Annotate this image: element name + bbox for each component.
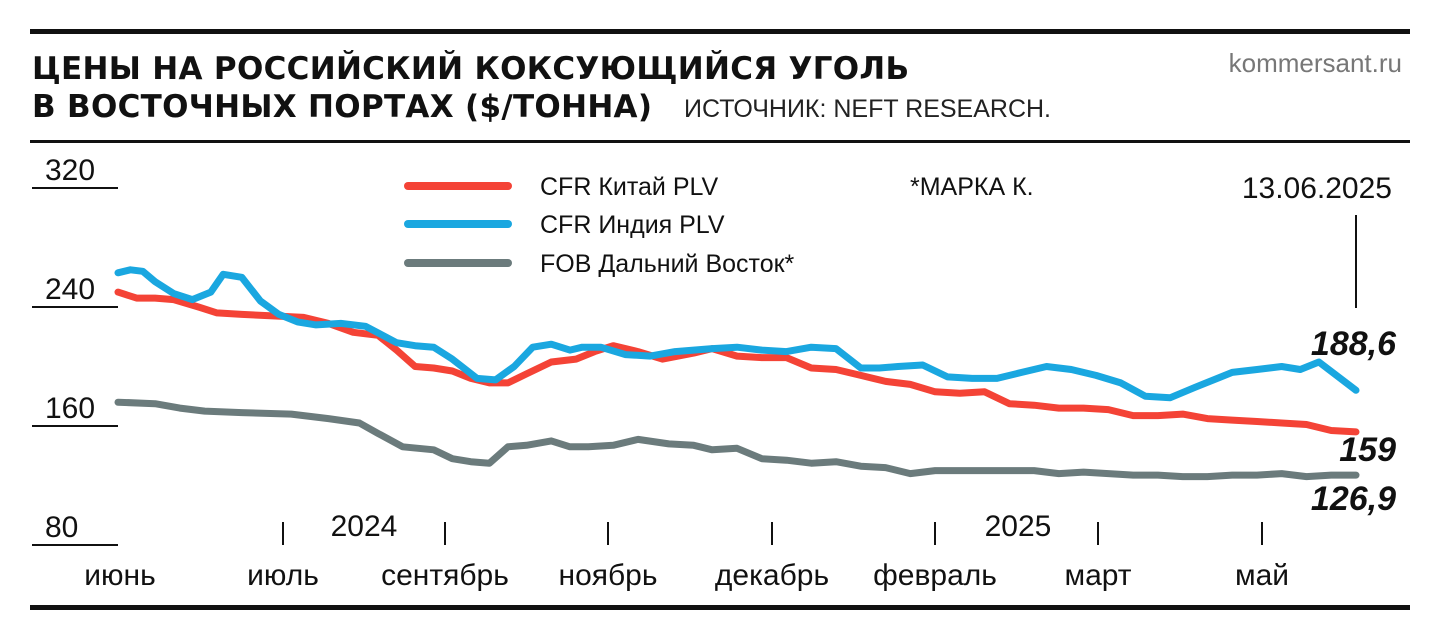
x-axis: июнь июль сентябрь ноябрь декабрь февраль март… [84, 510, 1289, 592]
x-tick-label: декабрь [715, 559, 829, 592]
year-label: 2025 [985, 510, 1052, 543]
header-rule [30, 140, 1410, 143]
series-line [114, 398, 1360, 481]
brand-label: kommersant.ru [1228, 48, 1402, 78]
y-tick-label: 80 [45, 511, 78, 544]
end-value-label: 159 [1339, 431, 1396, 469]
chart-title-line2: В ВОСТОЧНЫХ ПОРТАХ ($/ТОННА) [32, 89, 653, 125]
y-tick-label: 240 [45, 273, 95, 306]
x-tick-label: июль [247, 559, 319, 592]
legend-label: FOB Дальний Восток* [540, 250, 795, 278]
series-line [114, 288, 1360, 436]
legend-label: CFR Китай PLV [540, 173, 719, 201]
chart-title-line1: ЦЕНЫ НА РОССИЙСКИЙ КОКСУЮЩИЙСЯ УГОЛЬ [32, 51, 910, 87]
x-tick-label: июнь [84, 559, 155, 592]
legend-label: CFR Индия PLV [540, 211, 725, 239]
legend: CFR Китай PLV CFR Индия PLV FOB Дальний Во… [404, 173, 795, 278]
x-tick-label: май [1235, 559, 1289, 592]
source-note: ИСТОЧНИК: NEFT RESEARCH. [684, 95, 1052, 123]
x-tick-label: сентябрь [381, 559, 509, 592]
series-layer [114, 266, 1360, 481]
top-rule [30, 29, 1410, 34]
brand-note: *МАРКА К. [910, 173, 1034, 201]
y-tick-label: 160 [45, 392, 95, 425]
x-tick-label: ноябрь [559, 559, 658, 592]
bottom-rule [30, 605, 1410, 610]
series-line [114, 266, 1360, 402]
y-tick-label: 320 [45, 154, 95, 187]
annotations: *МАРКА К. 13.06.2025 159 188,6 126,9 [910, 172, 1397, 518]
date-label: 13.06.2025 [1242, 172, 1392, 205]
x-tick-label: февраль [873, 559, 997, 592]
end-value-label: 188,6 [1311, 325, 1397, 363]
end-value-label: 126,9 [1311, 480, 1396, 518]
year-label: 2024 [331, 510, 398, 543]
y-axis: 320 240 160 80 [32, 154, 118, 546]
x-tick-label: март [1064, 559, 1131, 592]
